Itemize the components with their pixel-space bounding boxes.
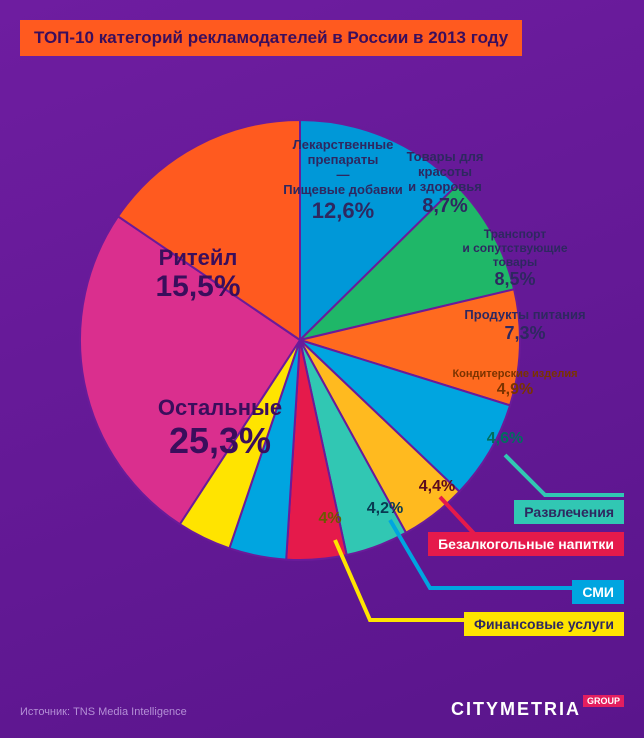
legend-media: СМИ	[572, 580, 624, 604]
legend-finance: Финансовые услуги	[464, 612, 624, 636]
brand-logo: CITYMETRIAGROUP	[451, 699, 624, 720]
callout-entertain	[505, 455, 624, 495]
legend-entertain: Развлечения	[514, 500, 624, 524]
source-text: Источник: TNS Media Intelligence	[20, 706, 187, 718]
logo-tag: GROUP	[583, 695, 624, 707]
infographic-frame: ТОП-10 категорий рекламодателей в России…	[0, 0, 644, 738]
legend-softdrink: Безалкогольные напитки	[428, 532, 624, 556]
logo-main: CITYMETRIA	[451, 699, 581, 719]
